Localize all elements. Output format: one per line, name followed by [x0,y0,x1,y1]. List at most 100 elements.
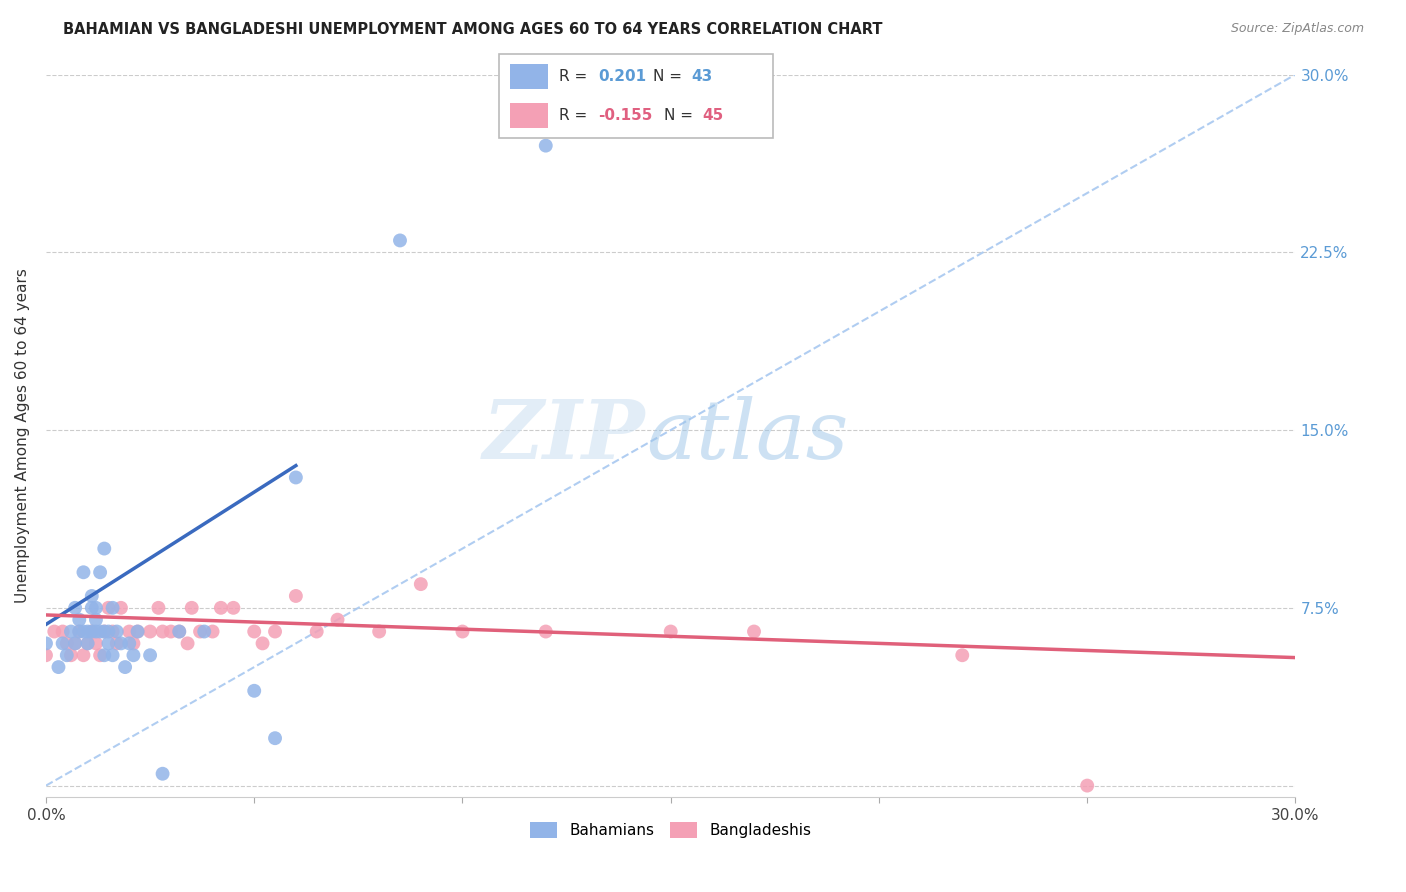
Point [97,624,120,639]
Point [97,600,120,615]
Point [72,624,94,639]
Point [152,624,174,639]
Point [167,624,190,639]
Point [160,624,183,639]
Text: R =: R = [560,69,592,84]
Point [63,636,86,650]
Point [84,600,107,615]
Point [188,624,211,639]
Point [67,624,90,639]
Point [89,624,111,639]
Point [284,470,307,484]
Point [80,589,103,603]
Point [180,600,202,615]
Point [89,566,111,580]
Bar [510,63,548,89]
Point [127,624,149,639]
Text: -0.155: -0.155 [598,108,652,123]
Point [139,624,162,639]
Point [56,636,79,650]
FancyBboxPatch shape [499,54,773,138]
Point [201,624,224,639]
Point [209,600,232,615]
Point [659,624,682,639]
Text: 43: 43 [692,69,713,84]
Point [35,636,58,650]
Point [110,600,132,615]
Point [152,766,174,780]
Point [193,624,215,639]
Point [388,234,411,248]
Point [243,624,266,639]
Point [264,731,287,746]
Point [148,600,170,615]
Text: 45: 45 [702,108,723,123]
Text: N =: N = [664,108,697,123]
Point [451,624,474,639]
Text: ZIP: ZIP [484,396,645,476]
Point [67,613,90,627]
Point [52,636,75,650]
Point [93,624,115,639]
Point [56,648,79,663]
Point [59,624,82,639]
Y-axis label: Unemployment Among Ages 60 to 64 years: Unemployment Among Ages 60 to 64 years [15,268,30,603]
Point [127,624,149,639]
Point [950,648,973,663]
Point [48,660,70,674]
Point [93,541,115,556]
Point [84,613,107,627]
Point [409,577,432,591]
Point [105,624,128,639]
Text: 0.201: 0.201 [598,69,645,84]
Point [118,636,141,650]
Point [305,624,328,639]
Point [114,660,136,674]
Point [84,624,107,639]
Point [252,636,274,650]
Point [67,624,90,639]
Text: N =: N = [652,69,686,84]
Text: R =: R = [560,108,592,123]
Text: BAHAMIAN VS BANGLADESHI UNEMPLOYMENT AMONG AGES 60 TO 64 YEARS CORRELATION CHART: BAHAMIAN VS BANGLADESHI UNEMPLOYMENT AMO… [63,22,883,37]
Point [742,624,765,639]
Point [93,648,115,663]
Text: atlas: atlas [645,396,848,476]
Point [76,636,98,650]
Text: Source: ZipAtlas.com: Source: ZipAtlas.com [1230,22,1364,36]
Point [284,589,307,603]
Point [80,624,103,639]
Point [534,138,557,153]
Point [80,600,103,615]
Point [222,600,245,615]
Point [122,648,145,663]
Point [101,600,124,615]
Point [139,648,162,663]
Point [97,636,120,650]
Point [167,624,190,639]
Point [52,624,75,639]
Point [118,624,141,639]
Point [76,624,98,639]
Bar [510,103,548,128]
Point [101,624,124,639]
Point [122,636,145,650]
Point [101,648,124,663]
Point [35,648,58,663]
Point [243,683,266,698]
Point [59,648,82,663]
Point [368,624,391,639]
Point [72,566,94,580]
Point [176,636,198,650]
Point [84,636,107,650]
Point [89,648,111,663]
Point [44,624,66,639]
Point [80,624,103,639]
Point [326,613,349,627]
Point [110,636,132,650]
Point [63,636,86,650]
Legend: Bahamians, Bangladeshis: Bahamians, Bangladeshis [524,816,818,844]
Point [93,624,115,639]
Point [63,600,86,615]
Point [264,624,287,639]
